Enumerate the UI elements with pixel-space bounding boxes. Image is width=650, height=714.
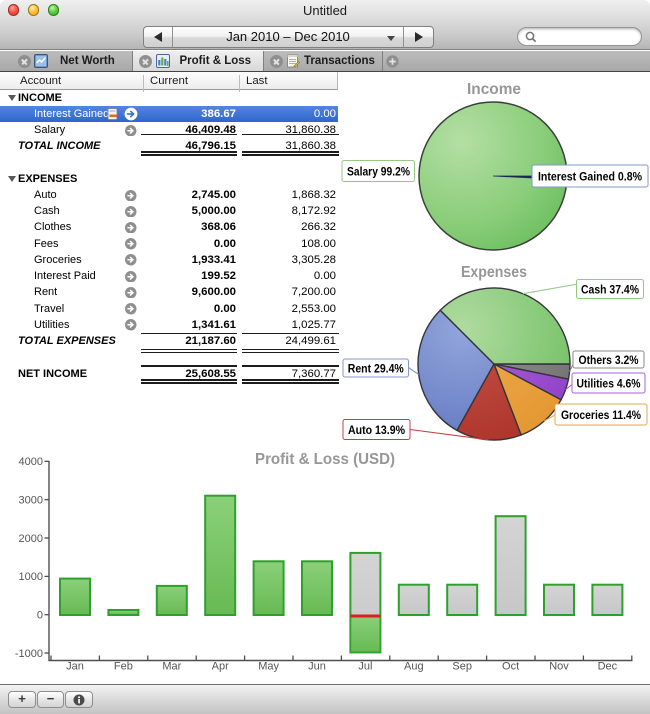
svg-text:Jul: Jul bbox=[358, 661, 372, 673]
svg-text:Rent 29.4%: Rent 29.4% bbox=[348, 362, 404, 375]
svg-text:Cash 37.4%: Cash 37.4% bbox=[581, 283, 639, 296]
svg-text:Groceries 11.4%: Groceries 11.4% bbox=[561, 409, 641, 422]
svg-text:Expenses: Expenses bbox=[461, 264, 527, 281]
svg-text:Others 3.2%: Others 3.2% bbox=[579, 354, 639, 367]
svg-text:Jan: Jan bbox=[66, 661, 84, 673]
svg-text:Nov: Nov bbox=[549, 661, 569, 673]
svg-text:1000: 1000 bbox=[19, 571, 43, 583]
svg-text:Utilities 4.6%: Utilities 4.6% bbox=[577, 377, 641, 390]
svg-text:Jun: Jun bbox=[308, 661, 326, 673]
svg-text:-1000: -1000 bbox=[15, 648, 43, 660]
svg-text:Dec: Dec bbox=[598, 661, 618, 673]
svg-text:Auto 13.9%: Auto 13.9% bbox=[348, 424, 405, 437]
svg-text:Mar: Mar bbox=[162, 661, 181, 673]
svg-text:0: 0 bbox=[37, 610, 43, 622]
svg-text:3000: 3000 bbox=[19, 495, 43, 507]
svg-text:Profit & Loss (USD): Profit & Loss (USD) bbox=[255, 451, 395, 468]
svg-text:Interest Gained 0.8%: Interest Gained 0.8% bbox=[538, 170, 642, 184]
svg-text:Apr: Apr bbox=[212, 661, 229, 673]
svg-text:Feb: Feb bbox=[114, 661, 133, 673]
svg-text:Sep: Sep bbox=[452, 661, 472, 673]
svg-text:4000: 4000 bbox=[19, 456, 43, 468]
svg-text:Salary 99.2%: Salary 99.2% bbox=[347, 165, 410, 179]
svg-text:May: May bbox=[258, 661, 279, 673]
svg-text:Oct: Oct bbox=[502, 661, 519, 673]
svg-text:2000: 2000 bbox=[19, 533, 43, 545]
svg-text:Aug: Aug bbox=[404, 661, 424, 673]
svg-text:Income: Income bbox=[467, 81, 521, 98]
